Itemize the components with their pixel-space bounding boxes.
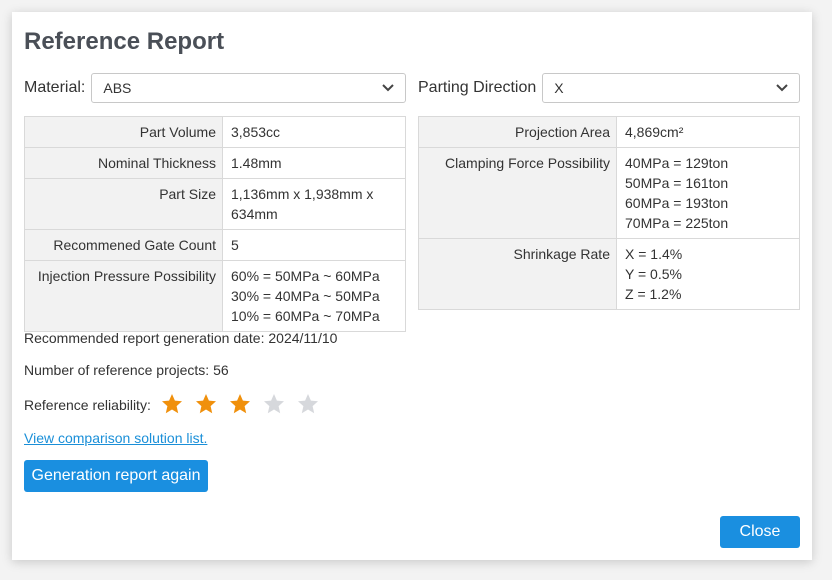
generation-date-text: Recommended report generation date: 2024… [24,330,338,346]
star-empty-icon [264,394,284,414]
molding-info-table: Projection Area 4,869cm² Clamping Force Po… [418,116,800,310]
row-value: 5 [222,229,406,261]
table-row: Projection Area 4,869cm² [418,116,800,148]
star-filled-icon [162,394,182,414]
row-label: Part Size [24,178,223,230]
star-filled-icon [196,394,216,414]
row-value: 1,136mm x 1,938mm x 634mm [222,178,406,230]
value-line: 634mm [231,206,278,222]
row-label: Part Volume [24,116,223,148]
row-label: Shrinkage Rate [418,238,617,310]
value-line: Z = 1.2% [625,286,682,302]
chevron-down-icon [382,84,394,92]
parting-direction-select-value: X [554,80,564,96]
row-value: 4,869cm² [616,116,800,148]
row-value: 1.48mm [222,147,406,179]
table-row: Shrinkage Rate X = 1.4% Y = 0.5% Z = 1.2% [418,238,800,310]
value-line: 3,853cc [231,124,281,140]
value-line: 50MPa = 161ton [625,175,729,191]
row-label: Injection Pressure Possibility [24,260,223,332]
value-line: X = 1.4% [625,246,683,262]
row-value: X = 1.4% Y = 0.5% Z = 1.2% [616,238,800,310]
row-label: Recommened Gate Count [24,229,223,261]
material-label: Material: [24,79,86,96]
value-line: 60% = 50MPa ~ 60MPa [231,268,380,284]
table-row: Injection Pressure Possibility 60% = 50MP… [24,260,406,332]
dialog-title: Reference Report [24,28,225,55]
reliability-rating [160,392,330,416]
comparison-solution-link[interactable]: View comparison solution list. [24,430,208,446]
reference-projects-text: Number of reference projects: 56 [24,362,229,378]
table-row: Part Size 1,136mm x 1,938mm x 634mm [24,178,406,230]
row-value: 60% = 50MPa ~ 60MPa 30% = 40MPa ~ 50MPa 10… [222,260,406,332]
value-line: 4,869cm² [625,124,684,140]
row-label: Clamping Force Possibility [418,147,617,239]
table-row: Part Volume 3,853cc [24,116,406,148]
value-line: 1.48mm [231,155,282,171]
reliability-label: Reference reliability: [24,397,151,413]
reference-report-dialog: Reference Report Material: ABS Parting D… [12,12,812,560]
row-value: 40MPa = 129ton 50MPa = 161ton 60MPa = 193t… [616,147,800,239]
value-line: 10% = 60MPa ~ 70MPa [231,308,380,324]
material-select-value: ABS [103,80,132,96]
chevron-down-icon [776,84,788,92]
parting-direction-label: Parting Direction [418,79,537,96]
value-line: 70MPa = 225ton [625,215,729,231]
generate-report-again-button[interactable]: Generation report again [24,460,208,492]
value-line: 1,136mm x 1,938mm x [231,186,374,202]
row-label: Projection Area [418,116,617,148]
row-value: 3,853cc [222,116,406,148]
material-field: Material: ABS [24,72,406,104]
value-line: 5 [231,237,239,253]
value-line: 40MPa = 129ton [625,155,729,171]
star-empty-icon [298,394,318,414]
value-line: 30% = 40MPa ~ 50MPa [231,288,380,304]
value-line: Y = 0.5% [625,266,682,282]
row-label: Nominal Thickness [24,147,223,179]
parting-direction-select[interactable]: X [542,73,800,103]
parting-direction-field: Parting Direction X [418,72,800,104]
star-filled-icon [230,394,250,414]
table-row: Nominal Thickness 1.48mm [24,147,406,179]
close-button[interactable]: Close [720,516,800,548]
material-select[interactable]: ABS [91,73,406,103]
part-info-table: Part Volume 3,853cc Nominal Thickness 1.48m… [24,116,406,332]
table-row: Recommened Gate Count 5 [24,229,406,261]
table-row: Clamping Force Possibility 40MPa = 129ton… [418,147,800,239]
value-line: 60MPa = 193ton [625,195,729,211]
